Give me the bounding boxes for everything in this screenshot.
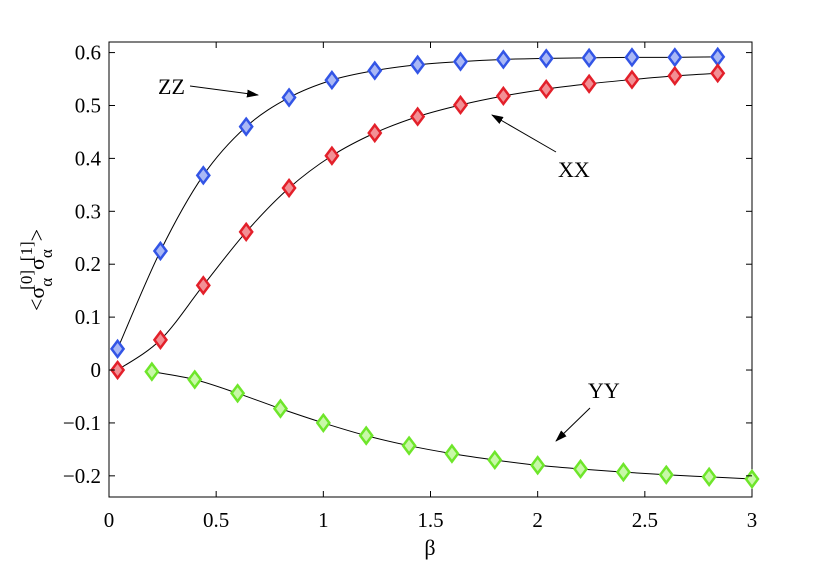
marker [410,54,426,75]
y-tick-label: 0.3 [75,199,101,223]
y-label-part: [1] [17,241,36,261]
marker [281,177,297,199]
x-tick-label: 0.5 [203,508,229,532]
marker [495,85,511,107]
marker [230,383,246,404]
marker [667,47,683,68]
y-label-part: σ [24,258,49,270]
marker [452,51,469,72]
marker [187,369,203,390]
marker [615,462,631,483]
marker [358,425,374,446]
marker [272,398,289,419]
marker [624,47,640,68]
y-tick-label: 0.6 [75,41,101,65]
y-label-part: σ [24,287,49,299]
marker [658,464,674,485]
annotation-arrow [555,407,591,442]
y-axis-label: <σα[0]σα[1]> [17,229,56,311]
marker [110,338,126,359]
y-tick-label: −0.1 [63,411,101,435]
marker [744,468,760,490]
marker [367,122,383,144]
annotation: YY [588,378,620,403]
x-axis-label: β [424,535,435,560]
x-tick-label: 2.5 [632,508,658,532]
y-tick-label: 0.1 [75,305,101,329]
marker [152,240,169,262]
marker [315,412,331,434]
y-tick-label: −0.2 [63,464,101,488]
x-tick-label: 2 [532,508,543,532]
plot-frame [108,41,753,498]
marker [530,455,546,476]
annotation-arrow [189,85,259,98]
y-label-part: [0] [17,270,36,290]
y-tick-label: 0.5 [75,93,101,117]
marker [410,106,426,127]
y-label-part: α [37,278,56,287]
marker [495,49,511,70]
y-label-part: > [24,229,49,241]
marker [152,329,169,350]
series-line [117,56,718,350]
marker [444,443,460,464]
y-label-part: < [24,299,49,311]
marker [238,221,254,243]
x-tick-label: 1 [318,508,329,532]
y-tick-label: 0 [91,358,102,382]
marker [238,116,254,137]
marker [581,47,597,68]
marker [195,165,211,186]
marker [538,79,554,100]
x-tick-label: 0 [104,508,115,532]
marker [710,63,726,84]
marker [667,65,683,86]
marker [110,359,126,381]
marker [701,466,717,487]
marker [324,70,340,91]
x-tick-label: 1.5 [417,508,443,532]
marker [572,458,589,480]
x-tick-label: 3 [747,508,758,532]
y-tick-label: 0.2 [75,252,101,276]
annotation: XX [558,157,590,182]
marker [624,69,640,90]
marker [452,94,469,116]
marker [581,73,597,94]
y-tick-label: 0.4 [75,146,102,170]
marker [367,60,383,81]
marker [195,275,211,296]
marker [324,145,340,166]
marker [710,46,726,67]
annotation: ZZ [158,74,185,99]
y-label-part: α [37,249,56,258]
marker [401,435,417,456]
marker [487,449,503,471]
marker [144,361,160,382]
marker [281,87,297,108]
marker [538,48,554,69]
annotation-arrow [491,114,557,153]
